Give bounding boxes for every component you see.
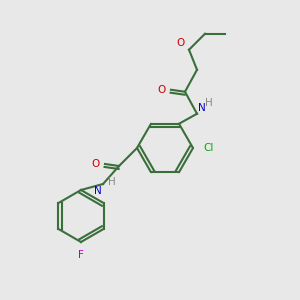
Text: N: N bbox=[198, 103, 206, 113]
Text: O: O bbox=[158, 85, 166, 95]
Text: H: H bbox=[205, 98, 213, 108]
Text: Cl: Cl bbox=[203, 143, 213, 153]
Text: O: O bbox=[92, 159, 100, 169]
Text: F: F bbox=[78, 250, 84, 260]
Text: O: O bbox=[177, 38, 185, 48]
Text: H: H bbox=[108, 177, 116, 187]
Text: N: N bbox=[94, 186, 102, 196]
